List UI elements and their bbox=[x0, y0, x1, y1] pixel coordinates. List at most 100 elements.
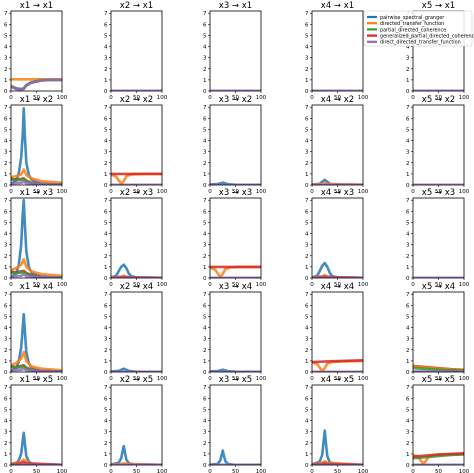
y-tick-label: 6 bbox=[406, 116, 410, 122]
y-tick-label: 7 bbox=[305, 198, 309, 204]
y-tick-label: 1 bbox=[406, 359, 410, 365]
y-tick-label: 1 bbox=[4, 452, 8, 458]
panel-title: x4 → x1 bbox=[321, 1, 354, 11]
y-tick-label: 7 bbox=[104, 198, 108, 204]
x-tick-label: 100 bbox=[459, 469, 470, 473]
x-tick-label: 50 bbox=[33, 282, 40, 288]
y-tick-label: 0 bbox=[406, 276, 410, 282]
y-tick-label: 0 bbox=[4, 276, 8, 282]
x-tick-label: 0 bbox=[109, 189, 113, 195]
y-tick-label: 2 bbox=[4, 161, 8, 167]
y-tick-label: 7 bbox=[203, 105, 207, 111]
legend: pairwise_spectral_grangerdirected_transf… bbox=[363, 10, 474, 47]
x-tick-label: 50 bbox=[334, 282, 341, 288]
y-tick-label: 5 bbox=[406, 407, 410, 413]
panel: x4 → x1 0 1 2 3 4 5 6 7 0 50 100 bbox=[305, 1, 369, 101]
y-tick-label: 1 bbox=[305, 359, 309, 365]
y-tick-label: 6 bbox=[4, 396, 8, 402]
y-tick-label: 1 bbox=[104, 265, 108, 271]
x-tick-label: 100 bbox=[57, 376, 68, 382]
y-tick-label: 5 bbox=[104, 314, 108, 320]
panel-title: x3 → x1 bbox=[219, 1, 252, 11]
y-tick-label: 0 bbox=[305, 463, 309, 469]
series-line bbox=[11, 107, 62, 185]
x-tick-label: 0 bbox=[310, 189, 314, 195]
y-tick-label: 6 bbox=[104, 396, 108, 402]
x-tick-label: 50 bbox=[435, 376, 442, 382]
y-tick-label: 4 bbox=[406, 139, 410, 145]
y-tick-label: 3 bbox=[4, 56, 8, 62]
x-tick-label: 100 bbox=[358, 282, 369, 288]
y-tick-label: 1 bbox=[406, 172, 410, 178]
panel-title: x1 → x2 bbox=[20, 95, 53, 105]
y-tick-label: 5 bbox=[104, 407, 108, 413]
y-tick-label: 7 bbox=[4, 198, 8, 204]
y-tick-label: 3 bbox=[203, 337, 207, 343]
y-tick-label: 2 bbox=[305, 441, 309, 447]
panel-title: x3 → x5 bbox=[219, 375, 252, 385]
y-tick-label: 2 bbox=[305, 348, 309, 354]
y-tick-label: 7 bbox=[4, 385, 8, 391]
y-tick-label: 6 bbox=[203, 209, 207, 215]
y-tick-label: 1 bbox=[305, 172, 309, 178]
y-tick-label: 7 bbox=[305, 385, 309, 391]
y-tick-label: 1 bbox=[305, 78, 309, 84]
y-tick-label: 7 bbox=[104, 11, 108, 17]
y-tick-label: 0 bbox=[104, 463, 108, 469]
x-tick-label: 0 bbox=[109, 376, 113, 382]
y-tick-label: 1 bbox=[104, 78, 108, 84]
y-tick-label: 2 bbox=[406, 254, 410, 260]
x-tick-label: 50 bbox=[334, 376, 341, 382]
y-tick-label: 7 bbox=[203, 198, 207, 204]
y-tick-label: 7 bbox=[406, 105, 410, 111]
y-tick-label: 2 bbox=[305, 254, 309, 260]
y-tick-label: 3 bbox=[305, 430, 309, 436]
x-tick-label: 50 bbox=[334, 189, 341, 195]
y-tick-label: 7 bbox=[203, 292, 207, 298]
axes-frame bbox=[10, 384, 63, 466]
x-tick-label: 100 bbox=[256, 95, 267, 101]
x-tick-label: 50 bbox=[133, 189, 140, 195]
y-tick-label: 4 bbox=[104, 45, 108, 51]
legend-label: generalized_partial_directed_coherence bbox=[380, 34, 474, 40]
y-tick-label: 3 bbox=[4, 430, 8, 436]
y-tick-label: 4 bbox=[203, 326, 207, 332]
y-tick-label: 1 bbox=[4, 265, 8, 271]
y-tick-label: 7 bbox=[203, 385, 207, 391]
panel: x2 → x1 0 1 2 3 4 5 6 7 0 50 100 bbox=[104, 1, 168, 101]
x-tick-label: 100 bbox=[358, 189, 369, 195]
y-tick-label: 3 bbox=[305, 56, 309, 62]
y-tick-label: 5 bbox=[305, 407, 309, 413]
x-tick-label: 50 bbox=[33, 469, 40, 473]
legend-label: direct_directed_transfer_function bbox=[380, 40, 461, 46]
x-tick-label: 0 bbox=[208, 189, 212, 195]
panel-title: x4 → x2 bbox=[321, 95, 354, 105]
y-tick-label: 4 bbox=[203, 232, 207, 238]
y-tick-label: 1 bbox=[104, 452, 108, 458]
y-tick-label: 2 bbox=[104, 441, 108, 447]
y-tick-label: 7 bbox=[4, 292, 8, 298]
y-tick-label: 3 bbox=[203, 243, 207, 249]
y-tick-label: 5 bbox=[104, 33, 108, 39]
y-tick-label: 3 bbox=[104, 430, 108, 436]
axes-frame bbox=[110, 291, 163, 373]
y-tick-label: 2 bbox=[104, 161, 108, 167]
panel-title: x5 → x5 bbox=[422, 375, 455, 385]
y-tick-label: 7 bbox=[4, 105, 8, 111]
y-tick-label: 6 bbox=[104, 116, 108, 122]
y-tick-label: 5 bbox=[305, 33, 309, 39]
panel-title: x1 → x4 bbox=[20, 282, 53, 292]
x-tick-label: 50 bbox=[133, 469, 140, 473]
y-tick-label: 7 bbox=[305, 292, 309, 298]
y-tick-label: 6 bbox=[305, 22, 309, 28]
axes-frame bbox=[110, 384, 163, 466]
y-tick-label: 5 bbox=[104, 220, 108, 226]
y-tick-label: 1 bbox=[203, 78, 207, 84]
